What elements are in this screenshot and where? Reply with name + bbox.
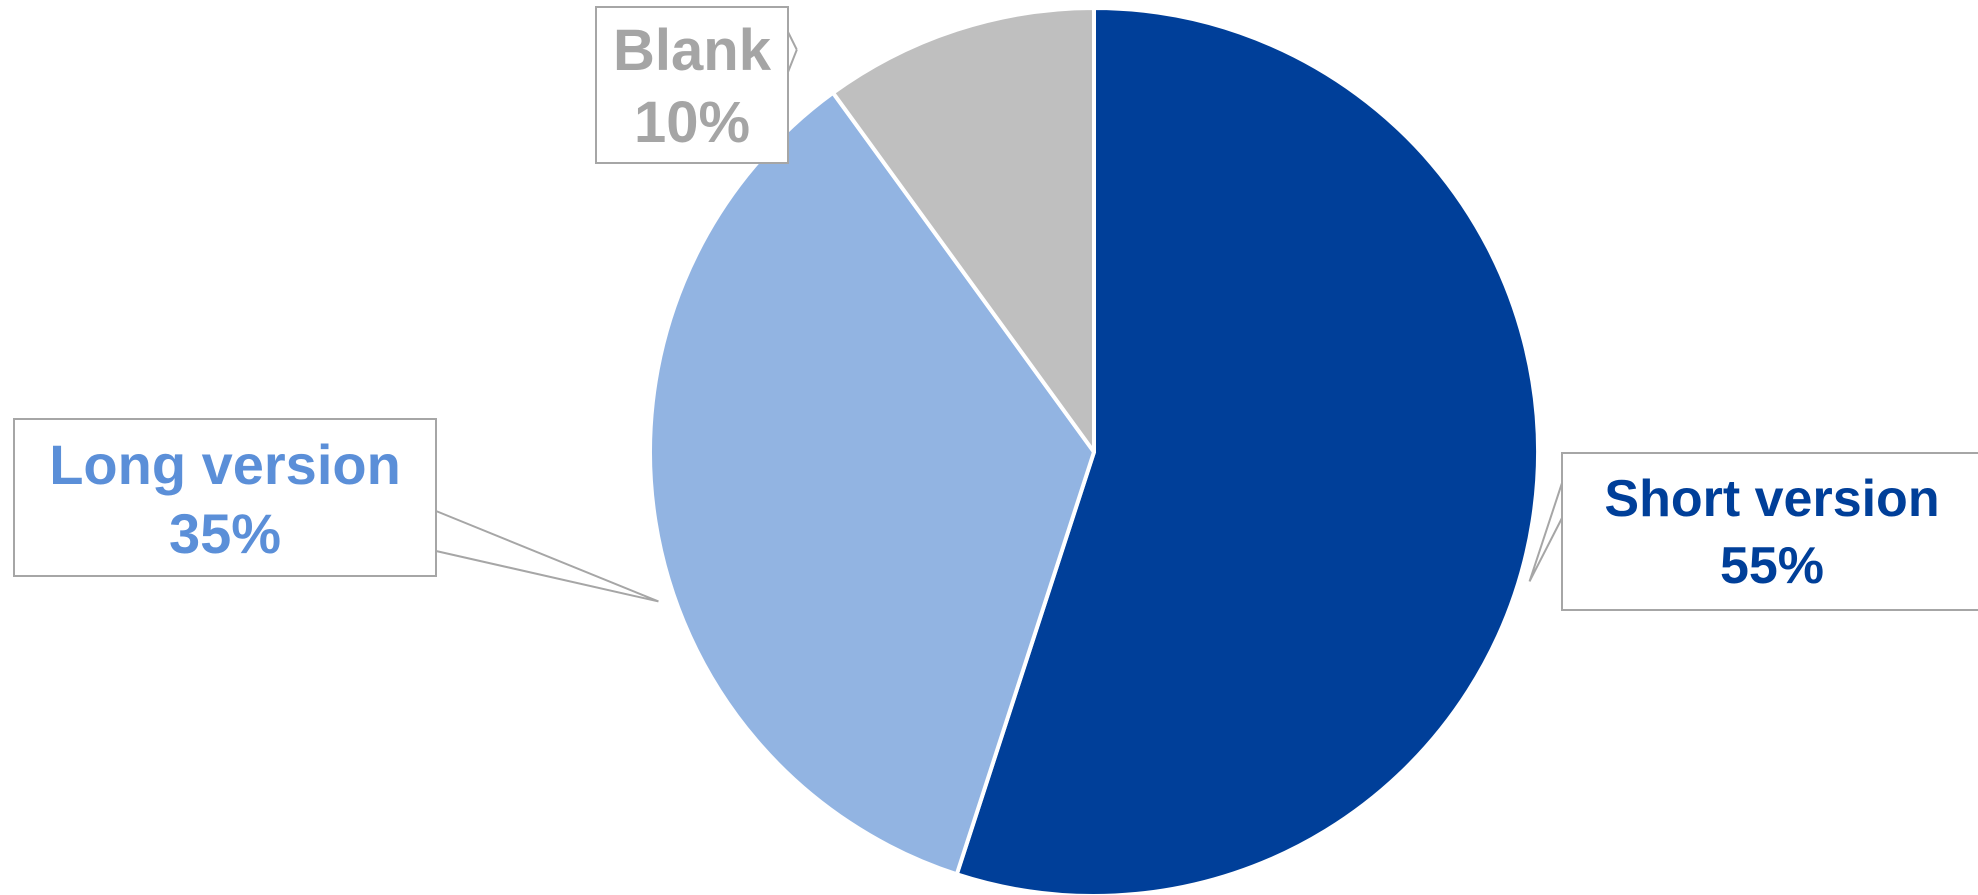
leader-line-short-version [1528,482,1563,582]
slice-value-label-short-version: 55% [1720,537,1824,595]
slice-value-label-long-version: 35% [169,502,281,565]
leader-line-blank [787,31,798,73]
slice-name-label-short-version: Short version [1604,470,1939,528]
pie-slice-long-version [648,90,1096,877]
callout-box-short-version [1561,452,1978,611]
callout-box-long-version [13,418,437,577]
pie-slice-blank [831,6,1096,454]
slice-value-label-blank: 10% [634,90,750,155]
callout-box-blank [595,6,789,164]
leader-line-long-version [435,510,659,603]
pie-slice-short-version [954,6,1540,895]
slice-name-label-blank: Blank [613,18,772,83]
slice-name-label-long-version: Long version [49,433,401,496]
pie-slices [648,6,1540,895]
